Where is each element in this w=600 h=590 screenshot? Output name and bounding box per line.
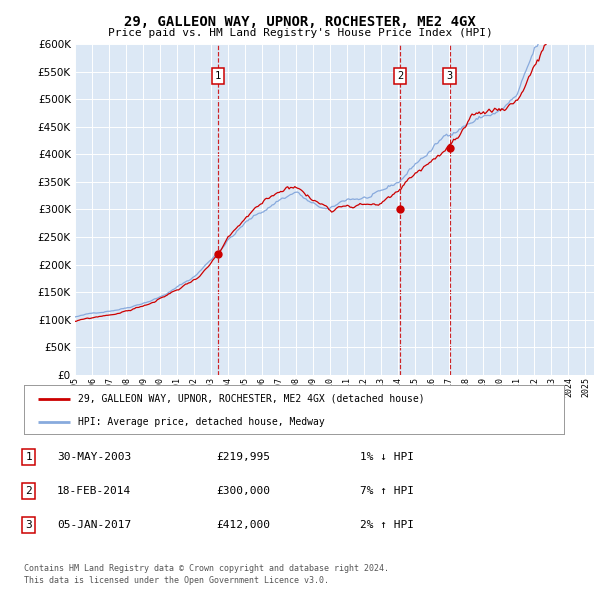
Text: £300,000: £300,000 (216, 486, 270, 496)
Text: 3: 3 (25, 520, 32, 530)
Text: 05-JAN-2017: 05-JAN-2017 (57, 520, 131, 530)
Text: 3: 3 (446, 71, 452, 81)
Text: 7% ↑ HPI: 7% ↑ HPI (360, 486, 414, 496)
Text: £412,000: £412,000 (216, 520, 270, 530)
Text: Price paid vs. HM Land Registry's House Price Index (HPI): Price paid vs. HM Land Registry's House … (107, 28, 493, 38)
Text: 1% ↓ HPI: 1% ↓ HPI (360, 453, 414, 462)
Text: 18-FEB-2014: 18-FEB-2014 (57, 486, 131, 496)
Text: HPI: Average price, detached house, Medway: HPI: Average price, detached house, Medw… (78, 417, 325, 427)
Text: £219,995: £219,995 (216, 453, 270, 462)
Text: 2% ↑ HPI: 2% ↑ HPI (360, 520, 414, 530)
Text: 30-MAY-2003: 30-MAY-2003 (57, 453, 131, 462)
Text: 1: 1 (215, 71, 221, 81)
Text: 1: 1 (25, 453, 32, 462)
Text: 29, GALLEON WAY, UPNOR, ROCHESTER, ME2 4GX: 29, GALLEON WAY, UPNOR, ROCHESTER, ME2 4… (124, 15, 476, 29)
Text: Contains HM Land Registry data © Crown copyright and database right 2024.
This d: Contains HM Land Registry data © Crown c… (24, 564, 389, 585)
Text: 2: 2 (25, 486, 32, 496)
Text: 2: 2 (397, 71, 403, 81)
Text: 29, GALLEON WAY, UPNOR, ROCHESTER, ME2 4GX (detached house): 29, GALLEON WAY, UPNOR, ROCHESTER, ME2 4… (78, 394, 425, 404)
